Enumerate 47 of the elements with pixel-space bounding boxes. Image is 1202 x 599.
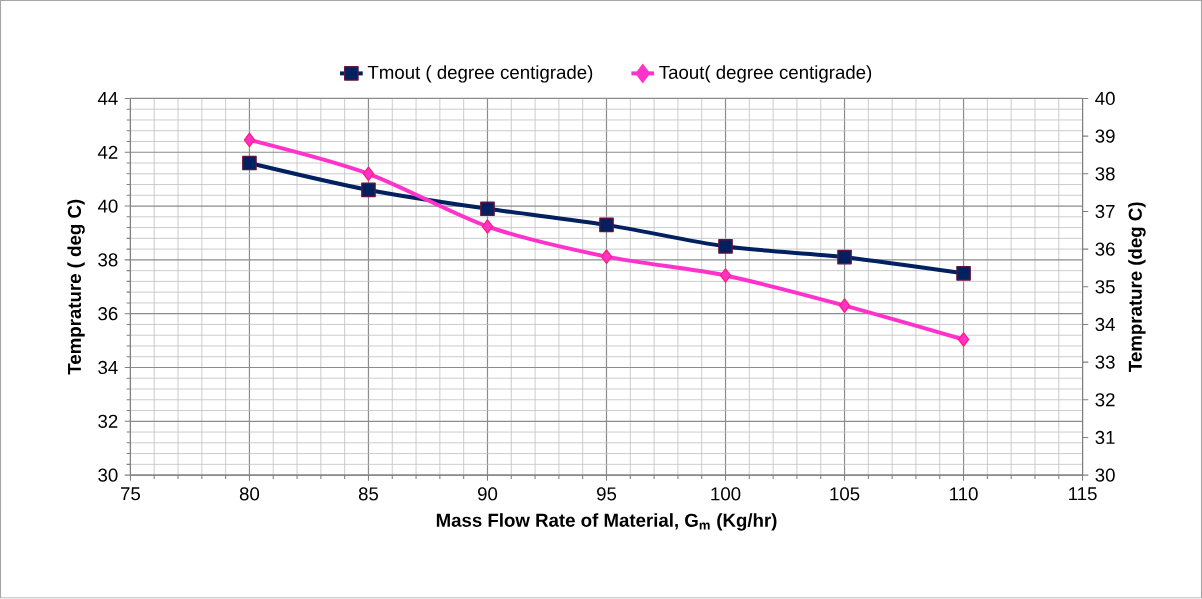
y-tick-label: 44 [97, 92, 118, 106]
point [361, 182, 376, 198]
point [480, 201, 495, 217]
point [838, 298, 851, 314]
x-tick-label: 75 [121, 487, 141, 501]
y2-tick-label: 33 [1095, 355, 1115, 369]
point [956, 266, 971, 281]
point [481, 219, 494, 235]
legend-label: Tmout ( degree centigrade) [367, 65, 593, 83]
y2-tick-label: 32 [1095, 393, 1115, 407]
point [719, 268, 732, 284]
point [718, 239, 733, 254]
y-tick-label: 34 [98, 361, 118, 375]
x-tick-label: 85 [358, 487, 379, 501]
legend-label: Taout( degree centigrade) [659, 65, 872, 83]
x-tick-label: 80 [239, 487, 260, 501]
x-axis-title: Mass Flow Rate of Material, G$_{m}$ (Kg/hr) [436, 513, 777, 531]
point [362, 166, 375, 182]
y2-tick-label: 30 [1095, 468, 1115, 482]
x-tick-label: 110 [950, 487, 978, 501]
y2-tick-label: 35 [1095, 280, 1115, 294]
y2-axis-title: Temprature (deg C) [1128, 202, 1146, 373]
y-tick-label: 38 [98, 253, 118, 267]
y2-tick-label: 34 [1095, 318, 1115, 332]
point [243, 132, 256, 148]
y2-tick-label: 38 [1095, 167, 1115, 181]
x-tick-label: 100 [711, 487, 741, 501]
y-tick-label: 42 [97, 145, 118, 159]
y-tick-label: 30 [98, 468, 118, 482]
y2-tick-label: 36 [1095, 242, 1115, 256]
point [837, 250, 852, 265]
x-tick-label: 105 [830, 487, 860, 501]
x-tick-label: 95 [597, 487, 617, 501]
y2-tick-label: 31 [1095, 431, 1115, 445]
x-tick-label: 115 [1069, 487, 1097, 501]
point [600, 249, 613, 265]
y-tick-label: 32 [98, 414, 118, 429]
point [242, 155, 257, 171]
point [957, 332, 970, 348]
x-tick-label: 90 [477, 487, 498, 501]
y-tick-label: 36 [98, 307, 118, 321]
y-tick-label: 40 [97, 199, 118, 213]
point [599, 217, 614, 233]
y2-tick-label: 39 [1095, 129, 1115, 143]
y2-tick-label: 37 [1095, 205, 1115, 219]
y-axis-title: Temprature ( deg C) [67, 200, 85, 375]
y2-tick-label: 40 [1095, 92, 1115, 106]
